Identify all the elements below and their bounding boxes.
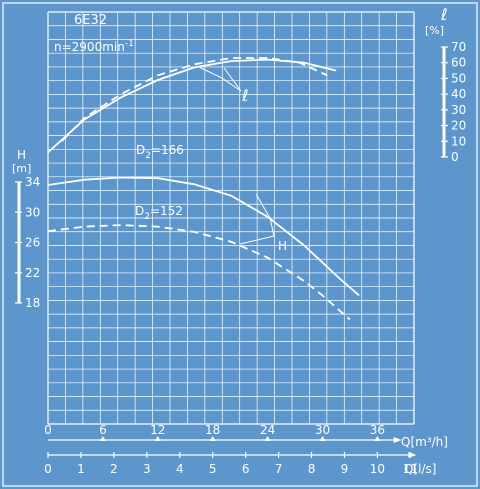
flow-tick-label-m3h: 24: [260, 423, 275, 437]
x-axis-label-m3h: Q[m³/h]: [401, 435, 448, 449]
curves: [47, 57, 360, 321]
speed-label-main: n=2900min: [54, 40, 125, 54]
flow-tick-label-ls: 10: [370, 462, 385, 476]
flow-axis-m3h-tick: [374, 436, 381, 441]
flow-tick-label-ls: 8: [308, 462, 316, 476]
curve-head-d166: [47, 176, 360, 297]
flow-tick-label-m3h: 30: [315, 423, 330, 437]
head-curve-label: H: [278, 239, 287, 253]
flow-tick-label-ls: 5: [209, 462, 217, 476]
curve-head-d152: [47, 224, 351, 321]
eff-label-leader: [198, 66, 242, 92]
flow-tick-label-m3h: 6: [99, 423, 107, 437]
d166-label-sub: 2: [145, 151, 151, 161]
flow-tick-label-ls: 4: [176, 462, 184, 476]
flow-axis-m3h-tick: [319, 436, 326, 441]
eff-tick-label: 60: [451, 56, 466, 70]
curve-eff-d166: [47, 58, 337, 153]
flow-tick-label-ls: 2: [110, 462, 118, 476]
eff-axis-unit: [%]: [425, 24, 444, 37]
head-label-leader: [239, 193, 275, 245]
d152-label-sub: 2: [144, 212, 150, 222]
flow-tick-label-m3h: 36: [370, 423, 385, 437]
eff-tick-label: 50: [451, 71, 466, 85]
flow-tick-label-ls: 9: [341, 462, 349, 476]
flow-tick-label-ls: 6: [242, 462, 250, 476]
head-axis-unit: [m]: [12, 162, 31, 175]
eff-curve-label: ℓ: [241, 86, 249, 105]
head-axis-symbol: H: [17, 148, 26, 162]
speed-label-exponent: -1: [125, 39, 134, 49]
d152-label-val: =152: [150, 204, 183, 218]
flow-tick-label-ls: 11: [403, 462, 418, 476]
flow-tick-label-ls: 0: [44, 462, 52, 476]
x-axis-label-ls: Q[l/s]: [404, 462, 436, 476]
eff-tick-label: 20: [451, 119, 466, 133]
d166-label: D2=166: [136, 143, 184, 161]
head-tick-label: 34: [25, 175, 40, 189]
flow-tick-label-m3h: 12: [150, 423, 165, 437]
d166-label-val: =166: [151, 143, 184, 157]
flow-axis-m3h-tick: [99, 436, 106, 441]
eff-tick-label: 30: [451, 103, 466, 117]
flow-axis-m3h-tick: [154, 436, 161, 441]
flow-tick-label-ls: 3: [143, 462, 151, 476]
head-tick-label: 22: [25, 266, 40, 280]
head-tick-label: 26: [25, 236, 40, 250]
head-tick-label: 18: [25, 296, 40, 310]
flow-tick-label-ls: 1: [77, 462, 85, 476]
flow-tick-label-m3h: 0: [44, 423, 52, 437]
flow-axis-ls-arrow: [408, 452, 417, 458]
d152-label: D2=152: [135, 204, 183, 222]
flow-axis-m3h-tick: [264, 436, 271, 441]
eff-axis-symbol: ℓ: [440, 5, 448, 24]
flow-axis-m3h-tick: [209, 436, 216, 441]
flow-tick-label-ls: 7: [275, 462, 283, 476]
speed-label: n=2900min-1: [54, 39, 134, 54]
eff-tick-label: 0: [451, 150, 459, 164]
pump-model-label: 6E32: [74, 13, 107, 28]
eff-tick-label: 70: [451, 40, 466, 54]
head-tick-label: 30: [25, 205, 40, 219]
curve-eff-d152: [61, 57, 328, 142]
eff-tick-label: 40: [451, 87, 466, 101]
grid: [47, 11, 415, 425]
eff-tick-label: 10: [451, 134, 466, 148]
flow-tick-label-m3h: 18: [205, 423, 220, 437]
flow-axis-m3h-arrow: [393, 437, 402, 443]
